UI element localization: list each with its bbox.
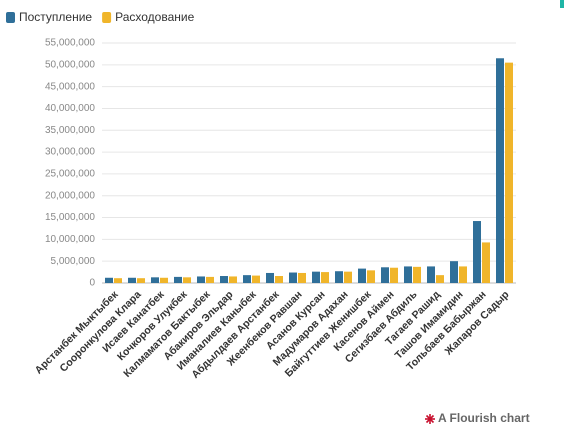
bar [206, 276, 214, 283]
bar [427, 266, 435, 283]
bar [105, 277, 113, 283]
bar [390, 267, 398, 283]
y-tick-label: 10,000,000 [45, 234, 95, 245]
bar [289, 272, 297, 283]
credit-text[interactable]: A Flourish chart [438, 411, 530, 425]
legend-label: Поступление [19, 10, 92, 24]
bar [114, 278, 122, 283]
y-tick-label: 30,000,000 [45, 147, 95, 158]
y-tick-label: 0 [89, 278, 95, 289]
bar [404, 266, 412, 283]
y-tick-label: 40,000,000 [45, 103, 95, 114]
y-tick-label: 5,000,000 [51, 256, 96, 267]
bar [459, 266, 467, 283]
bar [321, 272, 329, 283]
y-tick-label: 45,000,000 [45, 81, 95, 92]
corner-marker [560, 0, 564, 8]
bar [436, 275, 444, 283]
bar [220, 276, 228, 283]
bar [367, 270, 375, 283]
bar [450, 261, 458, 283]
bar [137, 278, 145, 283]
bar [381, 267, 389, 283]
y-tick-label: 50,000,000 [45, 59, 95, 70]
bar [151, 277, 159, 283]
y-tick-label: 15,000,000 [45, 212, 95, 223]
bar [473, 221, 481, 283]
legend-label: Расходование [115, 10, 194, 24]
bar [298, 272, 306, 283]
legend-swatch [102, 12, 112, 23]
bar [229, 276, 237, 283]
bar [174, 276, 182, 283]
bar [335, 271, 343, 283]
bar [413, 266, 421, 283]
bar [358, 268, 366, 283]
bar [275, 276, 283, 283]
y-tick-label: 35,000,000 [45, 125, 95, 136]
credit[interactable]: A Flourish chart [425, 411, 530, 425]
bar [128, 277, 136, 283]
bar [266, 272, 274, 283]
bar [160, 277, 168, 283]
flourish-icon [425, 414, 435, 424]
bar [505, 62, 513, 283]
bar [243, 275, 251, 283]
bar [482, 242, 490, 283]
bar [183, 277, 191, 283]
y-tick-label: 20,000,000 [45, 190, 95, 201]
bar [344, 271, 352, 283]
bar [496, 58, 504, 283]
y-tick-label: 55,000,000 [45, 38, 95, 49]
bar [312, 271, 320, 283]
bar [252, 275, 260, 283]
y-tick-label: 25,000,000 [45, 169, 95, 180]
bar [197, 276, 205, 283]
legend-swatch [6, 12, 15, 23]
